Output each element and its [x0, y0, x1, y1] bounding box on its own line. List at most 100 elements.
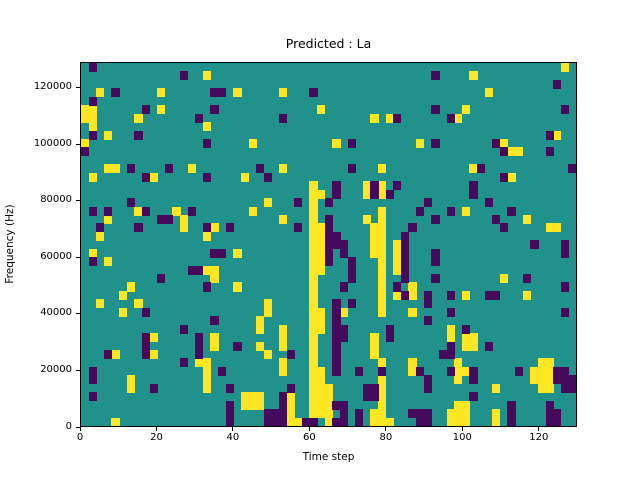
- heatmap-cell-high: [446, 409, 455, 419]
- heatmap-cell-high: [309, 223, 318, 233]
- heatmap-cell-low: [225, 400, 234, 410]
- heatmap-cell-low: [164, 214, 173, 224]
- heatmap-cell-high: [233, 88, 242, 98]
- heatmap-cell-low: [484, 341, 493, 351]
- heatmap-cell-low: [195, 265, 204, 275]
- heatmap-cell-low: [339, 409, 349, 419]
- heatmap-cell-low: [530, 240, 539, 250]
- heatmap-cell-high: [530, 366, 539, 376]
- heatmap-cell-high: [210, 223, 219, 233]
- heatmap-cell-low: [385, 324, 394, 334]
- heatmap-cell-high: [370, 231, 379, 241]
- heatmap-cell-high: [545, 383, 554, 393]
- heatmap-cell-high: [309, 409, 318, 419]
- heatmap-cell-low: [545, 417, 554, 426]
- heatmap-cell-high: [484, 88, 493, 98]
- heatmap-cell-high: [317, 223, 326, 233]
- x-tick-mark: [155, 427, 157, 431]
- heatmap-cell-high: [126, 383, 135, 393]
- heatmap-cell-high: [263, 307, 272, 317]
- heatmap-cell-high: [378, 164, 387, 174]
- y-tick-label: 80000: [40, 194, 72, 206]
- heatmap-cell-high: [309, 324, 318, 334]
- heatmap-cell-low: [355, 409, 364, 419]
- heatmap-cell-low: [309, 417, 318, 426]
- heatmap-cell-high: [370, 113, 379, 123]
- heatmap-cell-low: [431, 248, 440, 258]
- heatmap-cell-low: [416, 206, 425, 216]
- heatmap-cell-high: [103, 130, 113, 140]
- heatmap-cell-low: [355, 417, 364, 426]
- y-tick-mark: [76, 313, 80, 315]
- x-tick-label: 60: [303, 432, 316, 443]
- heatmap-cell-high: [339, 307, 349, 317]
- heatmap-cell-low: [210, 88, 219, 98]
- heatmap-cell-low: [400, 231, 410, 241]
- heatmap-cell-low: [477, 164, 486, 174]
- heatmap-cell-high: [378, 265, 387, 275]
- heatmap-cell-high: [317, 240, 326, 250]
- heatmap-cell-high: [256, 392, 265, 402]
- heatmap-cell-high: [393, 265, 402, 275]
- heatmap-cell-high: [286, 392, 295, 402]
- heatmap-cell-low: [88, 375, 97, 385]
- heatmap-cell-high: [202, 383, 212, 393]
- heatmap-cell-high: [256, 324, 265, 334]
- heatmap-cell-high: [256, 400, 265, 410]
- heatmap-cell-low: [431, 274, 440, 284]
- heatmap-cell-low: [279, 409, 288, 419]
- heatmap-cell-high: [317, 392, 326, 402]
- heatmap-cell-low: [88, 63, 97, 73]
- heatmap-cell-low: [507, 400, 516, 410]
- heatmap-cell-high: [180, 214, 189, 224]
- heatmap-cell-low: [332, 417, 341, 426]
- heatmap-cell-high: [309, 282, 318, 292]
- heatmap-cell-low: [393, 181, 402, 191]
- heatmap-cell-high: [370, 333, 379, 343]
- heatmap-cell-high: [522, 290, 531, 300]
- heatmap-cell-high: [210, 333, 219, 343]
- heatmap-cell-low: [355, 366, 364, 376]
- heatmap-cell-low: [560, 240, 569, 250]
- heatmap-cell-low: [568, 164, 576, 174]
- heatmap-cell-high: [408, 358, 417, 368]
- heatmap-cell-high: [240, 392, 250, 402]
- heatmap-cell-low: [553, 366, 562, 376]
- heatmap-cell-low: [218, 366, 227, 376]
- heatmap-cell-high: [81, 105, 90, 115]
- x-tick-mark: [385, 427, 387, 431]
- heatmap-cell-low: [332, 350, 341, 360]
- heatmap-cell-high: [202, 366, 212, 376]
- heatmap-cell-high: [317, 383, 326, 393]
- heatmap-cell-high: [88, 113, 97, 123]
- heatmap-cell-high: [499, 274, 509, 284]
- heatmap-cell-high: [461, 290, 470, 300]
- heatmap-cell-low: [400, 265, 410, 275]
- heatmap-cell-high: [309, 358, 318, 368]
- heatmap-cell-high: [111, 164, 120, 174]
- heatmap-cell-low: [438, 350, 448, 360]
- heatmap-cell-high: [309, 214, 318, 224]
- heatmap-cell-high: [332, 138, 341, 148]
- heatmap-cell-high: [446, 417, 455, 426]
- heatmap-cell-low: [294, 223, 303, 233]
- y-tick-label: 60000: [40, 250, 72, 262]
- heatmap-cell-high: [96, 88, 105, 98]
- heatmap-cell-low: [339, 282, 349, 292]
- heatmap-cell-low: [202, 138, 212, 148]
- heatmap-cell-high: [149, 333, 158, 343]
- heatmap-cell-low: [103, 350, 113, 360]
- heatmap-cell-high: [370, 341, 379, 351]
- heatmap-cell-low: [141, 105, 151, 115]
- x-tick-label: 120: [529, 432, 549, 443]
- heatmap-cell-high: [446, 324, 455, 334]
- heatmap-cell-high: [248, 392, 257, 402]
- heatmap-cell-low: [560, 105, 569, 115]
- heatmap-cell-high: [378, 189, 387, 199]
- heatmap-cell-high: [309, 231, 318, 241]
- heatmap-cell-high: [279, 358, 288, 368]
- heatmap-cell-high: [248, 138, 257, 148]
- heatmap-cell-high: [545, 358, 554, 368]
- heatmap-cell-low: [469, 181, 478, 191]
- y-tick-mark: [76, 200, 80, 202]
